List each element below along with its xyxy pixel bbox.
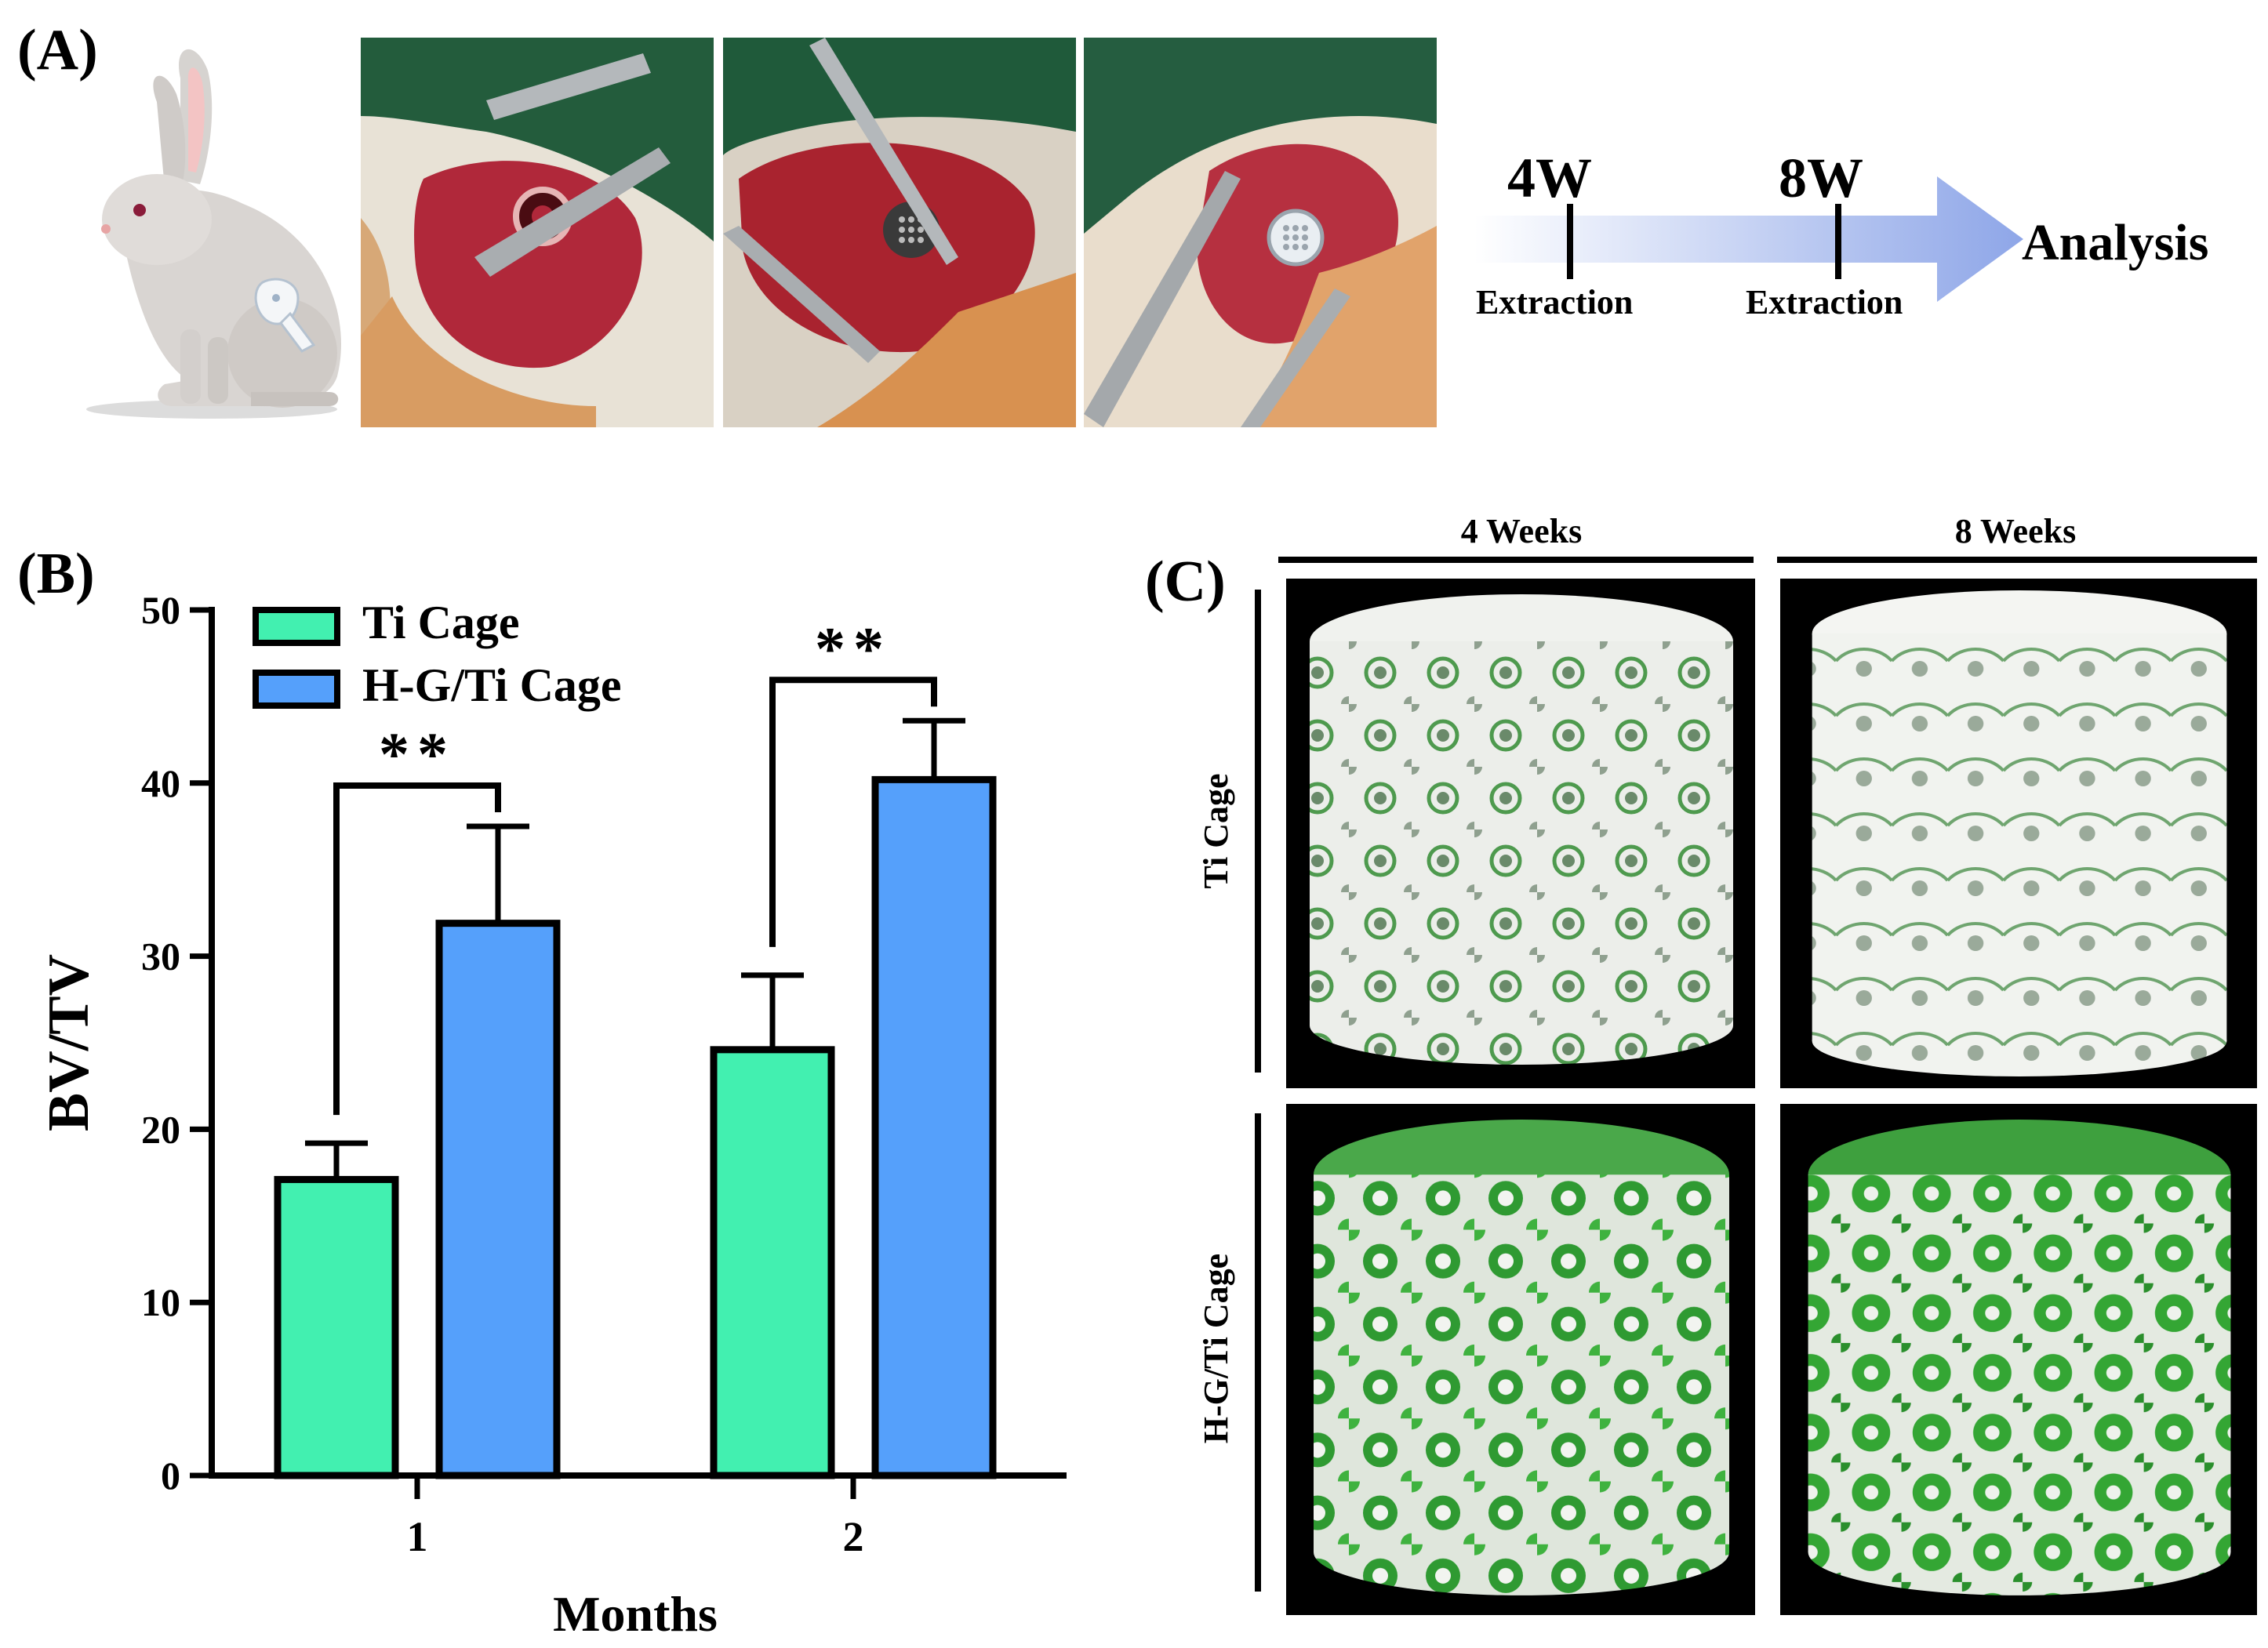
timeline-end-label: Analysis	[2022, 214, 2209, 271]
bar	[710, 1046, 835, 1479]
microct-hgti-8w	[1780, 1104, 2257, 1615]
y-tick-label: 40	[141, 761, 180, 805]
rabbit-illustration	[63, 47, 361, 423]
column-divider-8-weeks	[1777, 557, 2257, 563]
surgery-photo-implant	[723, 38, 1076, 427]
bar	[274, 1175, 399, 1479]
significance-label: **	[815, 614, 892, 682]
y-tick-label: 30	[141, 935, 180, 978]
milestone-8w-label: Extraction	[1746, 283, 1903, 321]
microct-ti-4w	[1286, 579, 1755, 1088]
bar	[871, 775, 997, 1479]
legend-swatch	[253, 607, 340, 646]
column-header-4-weeks: 4 Weeks	[1460, 512, 1583, 550]
column-header-8-weeks: 8 Weeks	[1954, 512, 2077, 550]
x-tick-label: 2	[843, 1513, 864, 1560]
row-divider-ti-cage	[1255, 590, 1261, 1073]
milestone-8w-time: 8W	[1779, 147, 1863, 209]
legend-swatch	[253, 670, 340, 709]
panel-b-label: (B)	[17, 542, 95, 606]
significance-label: **	[379, 720, 456, 788]
legend-label: Ti Cage	[362, 597, 520, 648]
x-tick-label: 1	[407, 1513, 428, 1560]
row-header-ti-cage: Ti Cage	[1197, 773, 1235, 889]
y-tick-label: 50	[141, 588, 180, 632]
timeline-arrow	[1474, 172, 2023, 314]
row-divider-hg-ti-cage	[1255, 1113, 1261, 1592]
panel-a-label: (A)	[17, 18, 98, 82]
row-header-hg-ti-cage: H-G/Ti Cage	[1197, 1253, 1235, 1444]
column-divider-4-weeks	[1278, 557, 1754, 563]
significance-bracket	[769, 677, 937, 947]
legend-label: H-G/Ti Cage	[362, 659, 622, 711]
milestone-4w-time: 4W	[1507, 147, 1592, 209]
bv-tv-bar-chart: 0 10 20 30 40 50 BV/TV Months 1 2 ** ** Ti Cage H-G…	[37, 588, 1067, 1642]
bar	[435, 920, 561, 1479]
surgery-photo-defect	[361, 38, 714, 427]
microct-ti-8w	[1780, 579, 2257, 1088]
significance-bracket	[333, 782, 501, 1116]
panel-c-label: (C)	[1145, 550, 1226, 614]
y-tick-label: 0	[161, 1454, 180, 1497]
y-tick-label: 10	[141, 1280, 180, 1324]
surgery-photo-implanted	[1084, 38, 1437, 427]
milestone-4w-label: Extraction	[1476, 283, 1634, 321]
y-axis-title: BV/TV	[37, 954, 101, 1131]
microct-hgti-4w	[1286, 1104, 1755, 1615]
x-axis-title: Months	[553, 1586, 718, 1642]
y-tick-label: 20	[141, 1107, 180, 1151]
